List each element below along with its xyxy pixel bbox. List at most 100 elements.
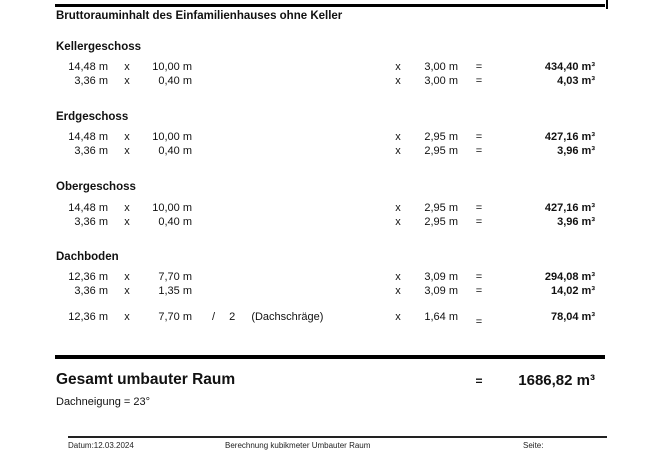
calc-row: 12,36 m x 7,70 m x 3,09 m = 294,08 m³ bbox=[55, 270, 605, 284]
dim-a: 14,48 m bbox=[68, 131, 108, 143]
dim-b: 0,40 m bbox=[158, 75, 192, 87]
times-operator: x bbox=[395, 285, 401, 297]
extra bbox=[192, 74, 385, 88]
dim-b: 7,70 m bbox=[158, 311, 192, 323]
dim-b: 10,00 m bbox=[152, 202, 192, 214]
extra bbox=[192, 130, 385, 144]
footer-rule bbox=[68, 436, 607, 438]
section-heading-kellergeschoss: Kellergeschoss bbox=[56, 41, 142, 53]
dim-b: 7,70 m bbox=[158, 271, 192, 283]
row-result: 4,03 m³ bbox=[557, 75, 595, 87]
dim-height: 2,95 m bbox=[424, 216, 458, 228]
calc-row: 3,36 m x 1,35 m x 3,09 m = 14,02 m³ bbox=[55, 284, 605, 298]
calc-row: 3,36 m x 0,40 m x 2,95 m = 3,96 m³ bbox=[55, 144, 605, 158]
row-result: 14,02 m³ bbox=[550, 285, 595, 297]
calc-row: 14,48 m x 10,00 m x 2,95 m = 427,16 m³ bbox=[55, 201, 605, 215]
dim-b: 1,35 m bbox=[158, 285, 192, 297]
dim-height: 3,00 m bbox=[424, 61, 458, 73]
dim-height: 2,95 m bbox=[424, 131, 458, 143]
times-operator: x bbox=[395, 131, 401, 143]
row-result: 427,16 m³ bbox=[544, 131, 595, 143]
times-operator: x bbox=[395, 216, 401, 228]
roof-slope-label: (Dachschräge) bbox=[251, 311, 324, 323]
times-operator: x bbox=[395, 75, 401, 87]
extra bbox=[192, 201, 385, 215]
equals-sign: = bbox=[475, 75, 483, 87]
footer-date: Datum:12.03.2024 bbox=[68, 441, 134, 450]
times-operator: x bbox=[124, 131, 130, 143]
dim-height: 1,64 m bbox=[424, 311, 458, 323]
dim-a: 3,36 m bbox=[74, 216, 108, 228]
extra bbox=[192, 60, 385, 74]
extra: / 2 (Dachschräge) bbox=[192, 310, 385, 324]
times-operator: x bbox=[124, 285, 130, 297]
row-result: 78,04 m³ bbox=[550, 311, 595, 323]
calc-row: 14,48 m x 10,00 m x 2,95 m = 427,16 m³ bbox=[55, 130, 605, 144]
dim-b: 10,00 m bbox=[152, 61, 192, 73]
total-value: 1686,82 m³ bbox=[518, 372, 595, 389]
times-operator: x bbox=[124, 145, 130, 157]
extra bbox=[192, 270, 385, 284]
dim-a: 3,36 m bbox=[74, 145, 108, 157]
section-heading-dachboden: Dachboden bbox=[56, 251, 119, 263]
dim-a: 14,48 m bbox=[68, 61, 108, 73]
equals-sign: = bbox=[475, 271, 483, 283]
equals-sign: = bbox=[475, 216, 483, 228]
divisor: 2 bbox=[229, 311, 236, 323]
slash-operator: / bbox=[212, 311, 216, 323]
times-operator: x bbox=[124, 75, 130, 87]
dim-a: 12,36 m bbox=[68, 311, 108, 323]
top-rule bbox=[55, 4, 605, 7]
row-result: 434,40 m³ bbox=[544, 61, 595, 73]
equals-sign: = bbox=[475, 202, 483, 214]
dim-b: 0,40 m bbox=[158, 145, 192, 157]
calc-row-roof-slope: 12,36 m x 7,70 m / 2 (Dachschräge) x 1,6… bbox=[55, 310, 605, 328]
total-equals-sign: = bbox=[475, 374, 483, 388]
dim-b: 10,00 m bbox=[152, 131, 192, 143]
dim-height: 3,09 m bbox=[424, 271, 458, 283]
equals-sign: = bbox=[475, 61, 483, 73]
equals-sign: = bbox=[475, 145, 483, 157]
footer-page-label: Seite: bbox=[523, 441, 544, 450]
times-operator: x bbox=[124, 61, 130, 73]
row-result: 427,16 m³ bbox=[544, 202, 595, 214]
dim-height: 2,95 m bbox=[424, 202, 458, 214]
dim-a: 3,36 m bbox=[74, 285, 108, 297]
times-operator: x bbox=[395, 145, 401, 157]
section-heading-erdgeschoss: Erdgeschoss bbox=[56, 111, 129, 123]
row-result: 3,96 m³ bbox=[557, 216, 595, 228]
footer-document-name: Berechnung kubikmeter Umbauter Raum bbox=[225, 441, 371, 450]
extra bbox=[192, 215, 385, 229]
calc-row: 14,48 m x 10,00 m x 3,00 m = 434,40 m³ bbox=[55, 60, 605, 74]
dim-b: 0,40 m bbox=[158, 216, 192, 228]
times-operator: x bbox=[395, 311, 401, 323]
times-operator: x bbox=[395, 271, 401, 283]
equals-sign: = bbox=[475, 285, 483, 297]
calc-row: 3,36 m x 0,40 m x 3,00 m = 4,03 m³ bbox=[55, 74, 605, 88]
times-operator: x bbox=[124, 311, 130, 323]
times-operator: x bbox=[124, 271, 130, 283]
times-operator: x bbox=[395, 202, 401, 214]
times-operator: x bbox=[395, 61, 401, 73]
times-operator: x bbox=[124, 202, 130, 214]
row-result: 3,96 m³ bbox=[557, 145, 595, 157]
dim-a: 12,36 m bbox=[68, 271, 108, 283]
roof-pitch-note: Dachneigung = 23° bbox=[56, 396, 150, 408]
document-title: Bruttorauminhalt des Einfamilienhauses o… bbox=[56, 10, 343, 22]
dim-a: 14,48 m bbox=[68, 202, 108, 214]
dim-a: 3,36 m bbox=[74, 75, 108, 87]
document-page: Bruttorauminhalt des Einfamilienhauses o… bbox=[55, 0, 608, 464]
dim-height: 3,00 m bbox=[424, 75, 458, 87]
times-operator: x bbox=[124, 216, 130, 228]
dim-height: 3,09 m bbox=[424, 285, 458, 297]
row-result: 294,08 m³ bbox=[544, 271, 595, 283]
scan-artifact-tick bbox=[606, 0, 608, 9]
equals-sign: = bbox=[475, 316, 483, 328]
bottom-rule bbox=[55, 355, 605, 359]
total-label: Gesamt umbauter Raum bbox=[56, 371, 236, 388]
extra bbox=[192, 144, 385, 158]
dim-height: 2,95 m bbox=[424, 145, 458, 157]
equals-sign: = bbox=[475, 131, 483, 143]
calc-row: 3,36 m x 0,40 m x 2,95 m = 3,96 m³ bbox=[55, 215, 605, 229]
